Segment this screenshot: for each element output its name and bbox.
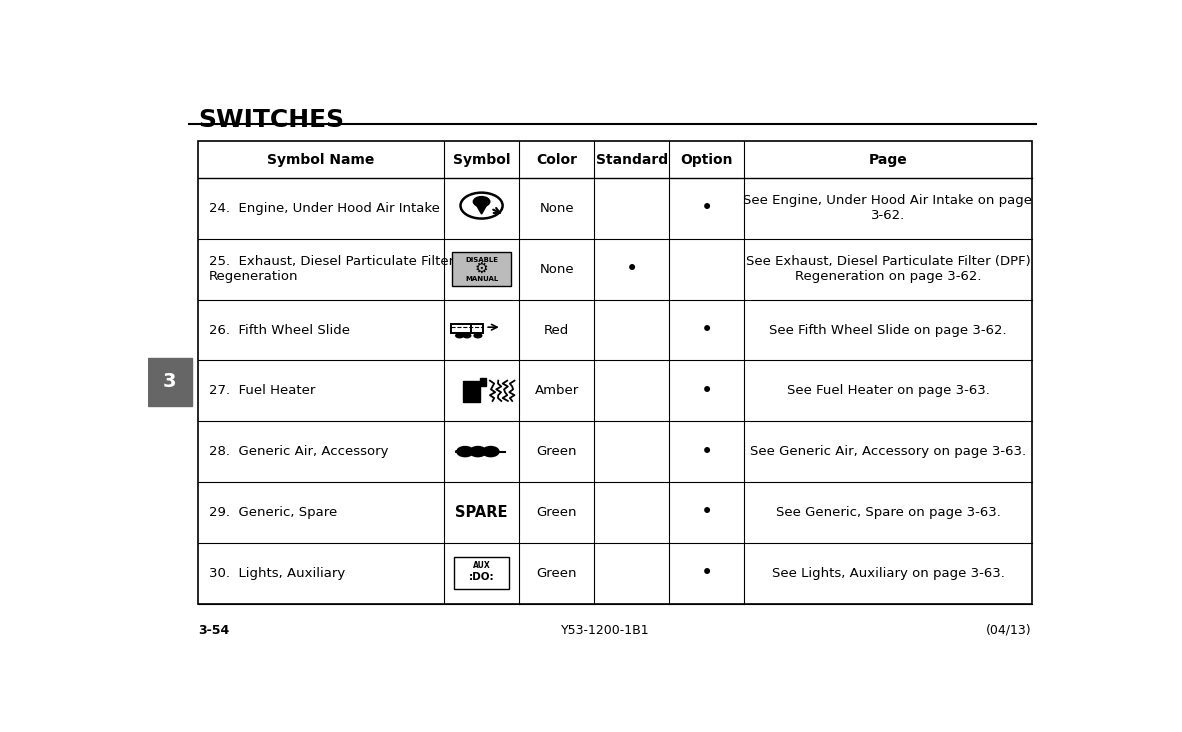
Text: 24.  Engine, Under Hood Air Intake: 24. Engine, Under Hood Air Intake <box>209 202 440 215</box>
Text: SPARE: SPARE <box>455 505 508 520</box>
Text: Amber: Amber <box>534 384 579 397</box>
Text: 28.  Generic Air, Accessory: 28. Generic Air, Accessory <box>209 445 389 458</box>
Text: Symbol: Symbol <box>453 153 511 167</box>
Text: (04/13): (04/13) <box>986 624 1032 637</box>
Text: See Fuel Heater on page 3-63.: See Fuel Heater on page 3-63. <box>786 384 989 397</box>
Text: 25.  Exhaust, Diesel Particulate Filter (DPF)
Regeneration: 25. Exhaust, Diesel Particulate Filter (… <box>209 255 494 283</box>
Bar <box>452 324 472 333</box>
Text: •: • <box>701 381 713 401</box>
Bar <box>148 358 191 406</box>
FancyBboxPatch shape <box>453 253 511 286</box>
Polygon shape <box>475 203 488 214</box>
Text: See Lights, Auxiliary on page 3-63.: See Lights, Auxiliary on page 3-63. <box>772 567 1005 580</box>
Text: •: • <box>701 441 713 462</box>
Text: See Generic, Spare on page 3-63.: See Generic, Spare on page 3-63. <box>775 506 1000 519</box>
Text: •: • <box>625 259 638 279</box>
Bar <box>480 378 486 386</box>
Text: AUX: AUX <box>473 561 491 569</box>
Text: •: • <box>701 198 713 218</box>
Text: See Fifth Wheel Slide on page 3-62.: See Fifth Wheel Slide on page 3-62. <box>769 324 1007 337</box>
Text: Green: Green <box>537 506 577 519</box>
Text: 3-54: 3-54 <box>199 624 229 637</box>
Text: Red: Red <box>544 324 570 337</box>
Text: DISABLE: DISABLE <box>465 257 498 264</box>
Circle shape <box>462 333 472 338</box>
Text: •: • <box>701 320 713 340</box>
Text: Color: Color <box>537 153 577 167</box>
Circle shape <box>455 333 465 338</box>
Text: See Engine, Under Hood Air Intake on page
3-62.: See Engine, Under Hood Air Intake on pag… <box>743 195 1032 223</box>
Text: Page: Page <box>869 153 908 167</box>
Circle shape <box>482 447 499 457</box>
Bar <box>199 141 1032 604</box>
Text: 3: 3 <box>163 372 176 391</box>
Bar <box>463 381 480 402</box>
Text: See Generic Air, Accessory on page 3-63.: See Generic Air, Accessory on page 3-63. <box>749 445 1026 458</box>
Circle shape <box>469 447 486 457</box>
Text: Option: Option <box>681 153 733 167</box>
Circle shape <box>473 333 482 338</box>
Text: None: None <box>539 263 574 276</box>
FancyBboxPatch shape <box>454 557 509 589</box>
Text: •: • <box>701 502 713 523</box>
Text: Green: Green <box>537 567 577 580</box>
Circle shape <box>473 197 489 206</box>
Text: 27.  Fuel Heater: 27. Fuel Heater <box>209 384 316 397</box>
Circle shape <box>456 447 473 457</box>
Text: Standard: Standard <box>596 153 668 167</box>
Text: MANUAL: MANUAL <box>465 276 498 282</box>
Text: 30.  Lights, Auxiliary: 30. Lights, Auxiliary <box>209 567 345 580</box>
Text: :DO:: :DO: <box>469 572 494 581</box>
Text: None: None <box>539 202 574 215</box>
Text: 29.  Generic, Spare: 29. Generic, Spare <box>209 506 337 519</box>
Text: •: • <box>701 563 713 583</box>
Bar <box>472 324 483 333</box>
Text: Symbol Name: Symbol Name <box>267 153 375 167</box>
Text: Y53-1200-1B1: Y53-1200-1B1 <box>561 624 650 637</box>
Text: 26.  Fifth Wheel Slide: 26. Fifth Wheel Slide <box>209 324 350 337</box>
Text: See Exhaust, Diesel Particulate Filter (DPF)
Regeneration on page 3-62.: See Exhaust, Diesel Particulate Filter (… <box>746 255 1031 283</box>
Text: SWITCHES: SWITCHES <box>199 108 344 132</box>
Text: Green: Green <box>537 445 577 458</box>
Text: ⚙: ⚙ <box>475 261 488 276</box>
